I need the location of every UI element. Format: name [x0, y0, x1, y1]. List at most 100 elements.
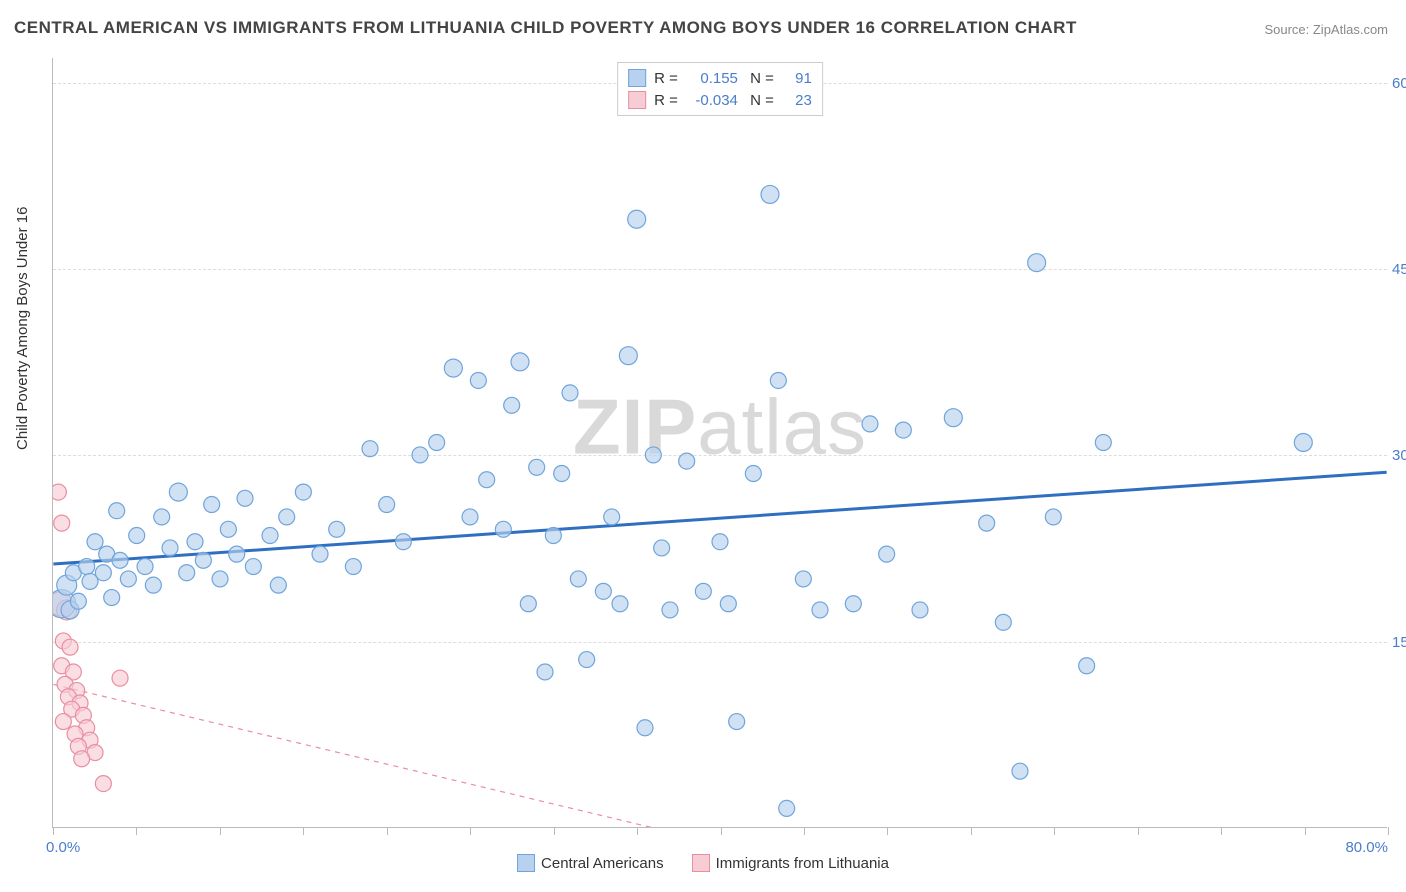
data-point: [912, 602, 928, 618]
x-tick: [303, 827, 304, 835]
data-point: [87, 534, 103, 550]
data-point: [462, 509, 478, 525]
data-point: [545, 528, 561, 544]
x-tick: [1388, 827, 1389, 835]
data-point: [104, 590, 120, 606]
legend-label-2: Immigrants from Lithuania: [716, 855, 889, 872]
stats-row-2: R = -0.034 N = 23: [628, 89, 812, 111]
data-point: [654, 540, 670, 556]
data-point: [295, 484, 311, 500]
data-point: [79, 559, 95, 575]
data-point: [429, 435, 445, 451]
x-tick: [387, 827, 388, 835]
data-point: [1095, 435, 1111, 451]
x-tick: [554, 827, 555, 835]
x-tick: [1305, 827, 1306, 835]
stat-r-value-1: 0.155: [686, 70, 738, 87]
data-point: [109, 503, 125, 519]
data-point: [662, 602, 678, 618]
data-point: [262, 528, 278, 544]
data-point: [312, 546, 328, 562]
data-point: [444, 359, 462, 377]
data-point: [55, 714, 71, 730]
data-point: [720, 596, 736, 612]
bottom-legend: Central Americans Immigrants from Lithua…: [517, 854, 889, 872]
x-tick: [220, 827, 221, 835]
stat-n-value-2: 23: [782, 92, 812, 109]
data-point: [112, 670, 128, 686]
trend-line: [53, 684, 753, 827]
data-point: [554, 466, 570, 482]
x-tick: [637, 827, 638, 835]
data-point: [619, 347, 637, 365]
data-point: [362, 441, 378, 457]
data-point: [944, 409, 962, 427]
data-point: [570, 571, 586, 587]
x-tick: [1138, 827, 1139, 835]
data-point: [179, 565, 195, 581]
data-point: [53, 484, 66, 500]
data-point: [1294, 434, 1312, 452]
data-point: [504, 397, 520, 413]
data-point: [795, 571, 811, 587]
data-point: [712, 534, 728, 550]
data-point: [520, 596, 536, 612]
x-tick: [721, 827, 722, 835]
swatch-series2: [628, 91, 646, 109]
data-point: [212, 571, 228, 587]
x-tick: [470, 827, 471, 835]
data-point: [169, 483, 187, 501]
data-point: [245, 559, 261, 575]
data-point: [529, 459, 545, 475]
data-point: [137, 559, 153, 575]
data-point: [979, 515, 995, 531]
data-point: [761, 185, 779, 203]
data-point: [862, 416, 878, 432]
x-tick: [887, 827, 888, 835]
data-point: [62, 639, 78, 655]
data-point: [612, 596, 628, 612]
data-point: [95, 565, 111, 581]
data-point: [112, 552, 128, 568]
swatch-series1: [628, 69, 646, 87]
legend-item-2: Immigrants from Lithuania: [692, 854, 889, 872]
data-point: [812, 602, 828, 618]
stat-r-label-1: R =: [654, 70, 678, 87]
data-point: [695, 583, 711, 599]
stat-n-label-1: N =: [746, 70, 774, 87]
data-point: [379, 497, 395, 513]
data-point: [470, 372, 486, 388]
data-point: [145, 577, 161, 593]
x-min-label: 0.0%: [46, 839, 80, 856]
data-point: [279, 509, 295, 525]
data-point: [154, 509, 170, 525]
data-point: [479, 472, 495, 488]
data-point: [779, 800, 795, 816]
data-point: [54, 515, 70, 531]
data-point: [220, 521, 236, 537]
data-point: [162, 540, 178, 556]
data-point: [395, 534, 411, 550]
y-axis-title: Child Poverty Among Boys Under 16: [14, 207, 31, 450]
stat-n-value-1: 91: [782, 70, 812, 87]
data-point: [595, 583, 611, 599]
y-tick-label: 30.0%: [1392, 447, 1406, 464]
data-point: [562, 385, 578, 401]
data-point: [345, 559, 361, 575]
x-tick: [804, 827, 805, 835]
data-point: [628, 210, 646, 228]
legend-item-1: Central Americans: [517, 854, 664, 872]
stat-r-value-2: -0.034: [686, 92, 738, 109]
data-point: [604, 509, 620, 525]
data-point: [270, 577, 286, 593]
stat-r-label-2: R =: [654, 92, 678, 109]
stat-n-label-2: N =: [746, 92, 774, 109]
data-point: [995, 614, 1011, 630]
plot-area: ZIPatlas R = 0.155 N = 91 R = -0.034 N =…: [52, 58, 1387, 828]
stats-row-1: R = 0.155 N = 91: [628, 67, 812, 89]
data-point: [1045, 509, 1061, 525]
data-point: [74, 751, 90, 767]
data-point: [237, 490, 253, 506]
data-point: [1012, 763, 1028, 779]
data-point: [412, 447, 428, 463]
